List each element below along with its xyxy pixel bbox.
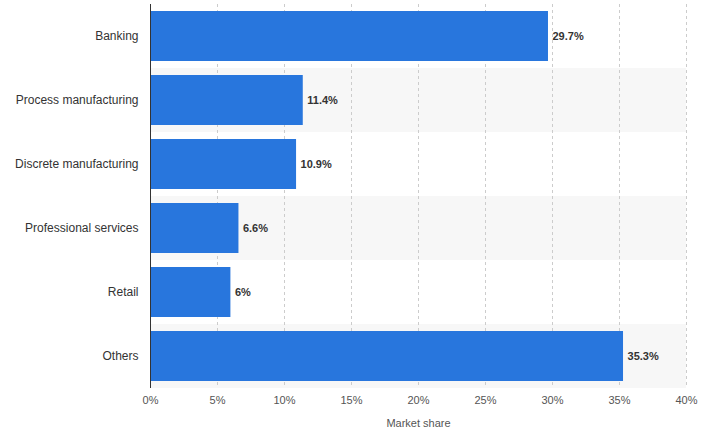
svg-text:11.4%: 11.4% xyxy=(307,94,338,106)
svg-text:Banking: Banking xyxy=(95,29,138,43)
svg-text:5%: 5% xyxy=(210,394,226,406)
svg-text:29.7%: 29.7% xyxy=(552,30,583,42)
svg-text:35.3%: 35.3% xyxy=(628,350,659,362)
svg-text:30%: 30% xyxy=(541,394,563,406)
svg-text:15%: 15% xyxy=(340,394,362,406)
svg-text:Retail: Retail xyxy=(108,285,139,299)
svg-text:Professional services: Professional services xyxy=(25,221,138,235)
svg-text:35%: 35% xyxy=(608,394,630,406)
svg-text:20%: 20% xyxy=(407,394,429,406)
svg-text:25%: 25% xyxy=(474,394,496,406)
svg-text:10%: 10% xyxy=(273,394,295,406)
svg-text:6%: 6% xyxy=(235,286,251,298)
svg-text:10.9%: 10.9% xyxy=(301,158,332,170)
svg-text:6.6%: 6.6% xyxy=(243,222,268,234)
svg-text:Market share: Market share xyxy=(386,417,450,429)
svg-text:40%: 40% xyxy=(675,394,697,406)
svg-text:Process manufacturing: Process manufacturing xyxy=(16,93,139,107)
svg-text:Others: Others xyxy=(102,349,138,363)
svg-text:Discrete manufacturing: Discrete manufacturing xyxy=(15,157,138,171)
svg-text:0%: 0% xyxy=(143,394,159,406)
